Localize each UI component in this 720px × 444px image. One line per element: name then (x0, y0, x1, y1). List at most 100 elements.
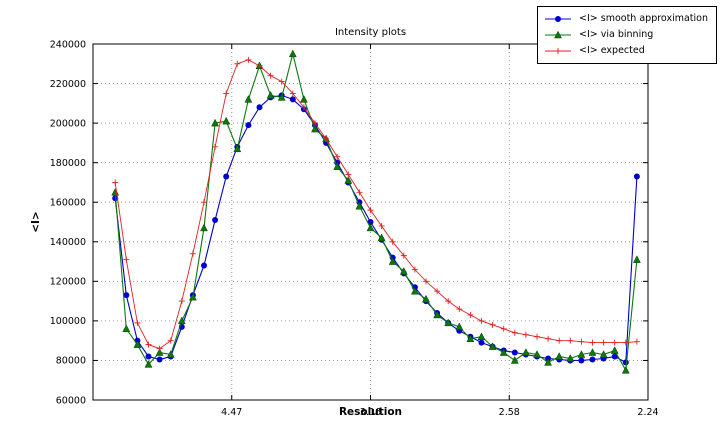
data-point-plus (445, 298, 452, 305)
data-point-circle (256, 104, 263, 111)
data-point-plus (556, 337, 563, 344)
data-point-circle (633, 173, 640, 180)
data-point-plus (600, 339, 607, 346)
data-point-plus (489, 321, 496, 328)
y-tick-label: 200000 (50, 118, 86, 129)
data-point-plus (567, 337, 574, 344)
y-tick-label: 240000 (50, 39, 86, 50)
data-point-triangle (632, 255, 641, 263)
data-point-circle (578, 357, 585, 364)
legend: <I> smooth approximation <I> via binning <… (537, 6, 717, 64)
data-point-triangle (433, 310, 442, 319)
data-point-triangle (621, 365, 630, 374)
data-point-triangle (266, 91, 275, 99)
data-point-plus (545, 335, 552, 342)
legend-item: <I> via binning (543, 27, 708, 43)
data-point-triangle (211, 118, 220, 127)
data-point-plus (578, 338, 585, 345)
data-point-triangle (288, 49, 297, 58)
data-point-triangle (277, 93, 286, 101)
data-point-circle (245, 122, 252, 129)
data-point-triangle (488, 342, 497, 350)
data-point-plus (145, 341, 152, 348)
data-point-plus (467, 311, 474, 318)
data-point-plus (356, 189, 363, 196)
data-point-plus (611, 339, 618, 346)
data-point-triangle (177, 316, 186, 325)
data-point-plus (389, 238, 396, 245)
data-point-plus (167, 337, 174, 344)
y-axis-label: <I> (30, 211, 42, 233)
series-line-triangle (114, 53, 638, 373)
data-point-circle (145, 353, 152, 360)
data-point-triangle (233, 144, 242, 153)
data-point-plus (278, 78, 285, 85)
data-point-plus (522, 331, 529, 338)
data-point-plus (411, 266, 418, 273)
x-tick-label: 3.16 (360, 407, 381, 418)
data-point-plus (589, 339, 596, 346)
data-point-triangle (244, 95, 253, 103)
x-tick-label: 2.58 (499, 407, 520, 418)
data-point-plus (622, 339, 629, 346)
data-point-plus (500, 325, 507, 332)
legend-item: <I> smooth approximation (543, 11, 708, 27)
data-point-triangle (410, 286, 419, 295)
data-point-triangle (588, 348, 597, 356)
data-point-triangle (555, 352, 564, 360)
data-point-plus (312, 120, 318, 127)
data-point-circle (478, 339, 485, 346)
data-point-plus (367, 207, 374, 214)
data-point-circle (622, 359, 629, 366)
data-point-circle (212, 217, 219, 224)
data-point-circle (223, 173, 230, 180)
data-point-triangle (377, 233, 386, 242)
y-tick-label: 220000 (50, 79, 86, 90)
data-point-circle (367, 219, 374, 225)
data-point-circle (289, 96, 296, 103)
x-axis-label: Resolution (338, 406, 403, 418)
data-point-triangle (477, 332, 486, 340)
data-point-triangle (455, 322, 464, 331)
data-point-triangle (422, 294, 430, 303)
data-point-plus (478, 317, 485, 324)
data-point-triangle (444, 318, 453, 327)
data-point-plus (511, 329, 518, 336)
data-point-triangle (200, 223, 208, 232)
data-point-circle (589, 356, 596, 363)
data-point-triangle (388, 257, 397, 265)
data-point-plus (256, 62, 263, 69)
legend-marker-triangle (545, 30, 572, 39)
data-point-plus (289, 90, 296, 97)
data-point-triangle (544, 358, 553, 366)
data-point-circle (123, 292, 130, 299)
y-tick-label: 180000 (50, 158, 86, 169)
legend-label: <I> smooth approximation (579, 13, 708, 24)
data-point-triangle (521, 348, 530, 356)
data-point-triangle (566, 354, 575, 362)
x-tick-label: 4.47 (221, 407, 242, 418)
data-point-plus (245, 56, 252, 63)
data-point-plus (134, 319, 141, 326)
data-point-circle (611, 353, 618, 360)
data-point-plus (378, 222, 385, 229)
data-point-circle (156, 356, 163, 363)
data-point-triangle (499, 348, 508, 356)
data-point-triangle (577, 350, 586, 358)
data-point-triangle (399, 267, 408, 275)
data-point-plus (633, 338, 640, 345)
x-tick-label: 2.24 (637, 407, 658, 418)
data-point-triangle (299, 95, 308, 103)
data-point-plus (189, 250, 196, 257)
data-point-triangle (599, 350, 608, 358)
series-line-circle (114, 94, 638, 364)
data-point-triangle (333, 162, 342, 170)
data-point-triangle (344, 176, 353, 184)
y-tick-label: 120000 (50, 277, 86, 288)
data-point-plus (323, 135, 330, 142)
legend-label: <I> expected (579, 45, 645, 56)
data-point-plus (212, 143, 219, 150)
data-point-triangle (133, 340, 142, 348)
